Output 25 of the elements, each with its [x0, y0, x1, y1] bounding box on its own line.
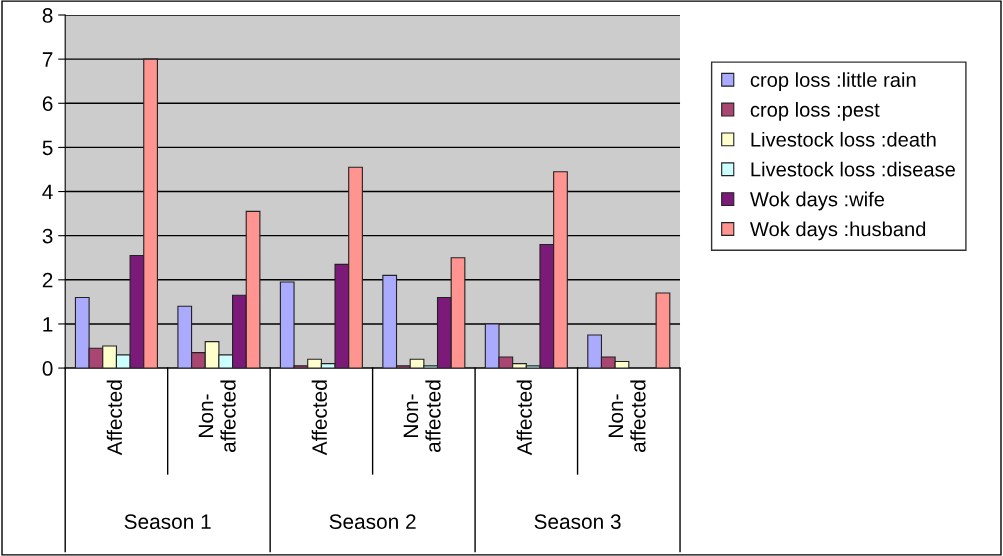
y-tick-label: 6: [42, 96, 53, 112]
text: Season 3: [534, 514, 621, 530]
legend-label: Wok days :husband: [749, 221, 926, 241]
x-tick-label: Non- affected: [403, 380, 441, 453]
text: Season 1: [124, 514, 211, 530]
x-tick-label: Affected: [106, 380, 123, 456]
x-tick-label: Non- affected: [198, 380, 236, 453]
y-tick-label: 4: [42, 184, 53, 200]
legend-label: Livestock loss :death: [751, 131, 936, 147]
legend-label: Wok days :wife: [749, 191, 885, 211]
y-tick-label: 2: [42, 272, 53, 288]
x-tick-label: Affected: [311, 380, 327, 456]
legend-label: crop loss :pest: [750, 102, 880, 121]
y-tick-label: 3: [42, 228, 53, 244]
y-tick-label: 7: [42, 52, 53, 67]
legend-label: crop loss :little rain: [750, 72, 916, 91]
y-tick-label: 8: [42, 8, 53, 23]
y-tick-label: 1: [43, 317, 53, 332]
x-tick-label: Non- affected: [608, 380, 646, 453]
bar: [655, 292, 671, 369]
text: Season 2: [329, 514, 416, 530]
legend-label: Livestock loss :disease: [751, 161, 955, 177]
y-tick-label: 0: [42, 361, 53, 376]
y-tick-label: 5: [42, 140, 53, 156]
x-tick-label: Affected: [516, 380, 532, 456]
